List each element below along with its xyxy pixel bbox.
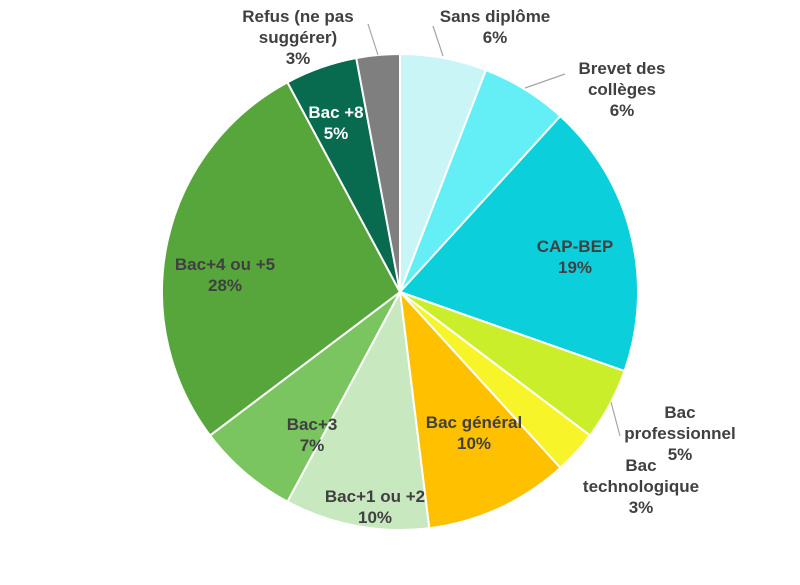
slice-label-7: Bac+1 ou +2 10%	[325, 487, 425, 527]
pie-slice-11	[355, 52, 401, 293]
pie-slice-6	[398, 289, 562, 530]
leader-line-1	[432, 25, 444, 57]
leader-line-2	[524, 73, 566, 89]
slice-label-10: Bac +8 5%	[308, 103, 363, 143]
slice-label-8: Bac+3 7%	[287, 415, 338, 455]
slice-label-5: Bac technologique 3%	[583, 456, 699, 517]
slice-label-11: Refus (ne pas suggérer) 3%	[242, 7, 353, 68]
leader-line-4	[610, 401, 621, 437]
slice-labels: Sans diplôme 6% Brevet des collèges 6% CAP-BE…	[175, 7, 736, 527]
slice-label-9: Bac+4 ou +5 28%	[175, 255, 275, 295]
slice-label-4: Bac professionnel 5%	[624, 403, 735, 464]
slice-label-3: CAP-BEP 19%	[537, 237, 614, 277]
slice-label-2: Brevet des collèges 6%	[579, 59, 666, 120]
leader-line-11	[367, 23, 379, 56]
slice-label-1: Sans diplôme 6%	[440, 7, 551, 47]
pie-slices	[161, 52, 639, 531]
leader-lines	[367, 23, 621, 437]
pie-slice-9	[161, 80, 402, 437]
pie-slice-3	[398, 114, 639, 373]
slice-label-6: Bac général 10%	[426, 413, 522, 453]
pie-slice-7	[286, 288, 431, 531]
